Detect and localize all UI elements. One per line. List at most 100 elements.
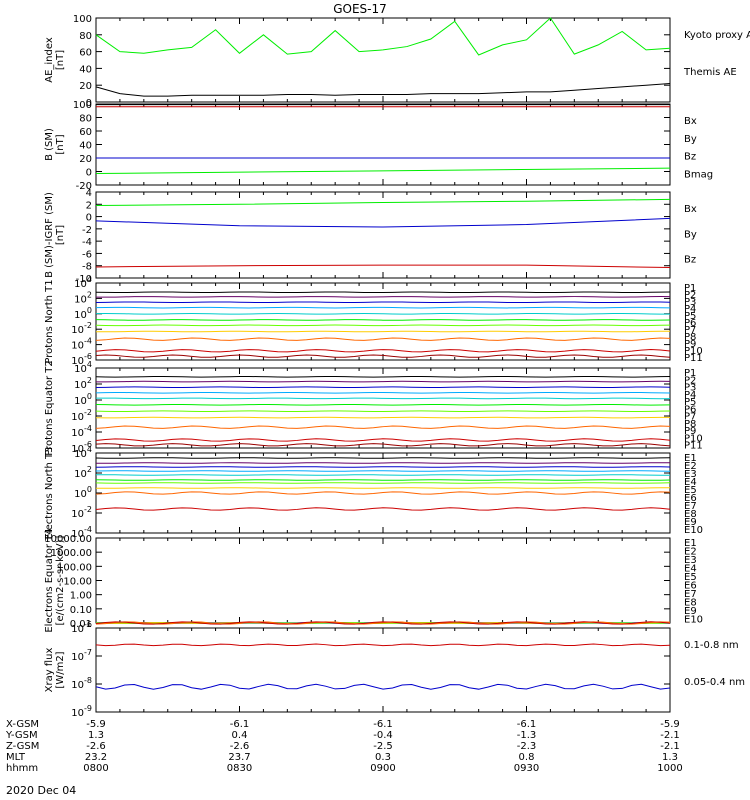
legend-label: P8 (684, 419, 696, 430)
legend-label: P5 (684, 397, 696, 408)
ephemeris-value: 0.3 (375, 752, 391, 763)
y-tick-label: 100 (74, 392, 92, 407)
y-tick-label: 10-9 (71, 704, 92, 719)
ephemeris-value: -5.9 (86, 719, 106, 730)
ephemeris-value: 1000 (657, 763, 682, 774)
y-tick-label: 10-2 (71, 321, 92, 336)
legend-label: P7 (684, 325, 696, 336)
series-line (95, 83, 671, 97)
legend-label: P6 (684, 318, 696, 329)
legend-label: P9 (684, 426, 696, 437)
series-line (95, 621, 671, 625)
y-tick-label: 10-4 (71, 424, 92, 439)
series-line (95, 217, 671, 228)
legend-label: P11 (684, 441, 703, 452)
legend-label: P6 (684, 404, 696, 415)
y-tick-label: 102 (74, 376, 92, 391)
y-tick-label: 0.01 (70, 619, 92, 630)
y-axis-unit: [nT] (55, 50, 66, 70)
ephemeris-row-label: Z-GSM (6, 741, 39, 752)
series-line (95, 17, 671, 56)
panel-frame-5 (95, 367, 671, 449)
series-line (95, 330, 671, 333)
y-tick-label: 0 (86, 168, 92, 179)
ephemeris-row-label: Y-GSM (5, 730, 38, 741)
series-line (95, 301, 671, 304)
series-line (95, 404, 671, 406)
series-line (95, 487, 671, 489)
ephemeris-value: -6.1 (230, 719, 250, 730)
legend-label: E5 (684, 485, 697, 496)
ephemeris-value: -2.1 (660, 730, 680, 741)
series-line (95, 337, 671, 341)
legend-label: P5 (684, 311, 696, 322)
legend-label: Bmag (684, 169, 713, 180)
y-tick-label: 100 (73, 14, 92, 25)
legend-label: P4 (684, 390, 696, 401)
y-axis-label: B (SM) (44, 128, 55, 161)
ephemeris-value: 23.2 (85, 752, 107, 763)
legend-label: E6 (684, 493, 697, 504)
y-tick-label: 1000.00 (51, 548, 92, 559)
y-axis-unit: [nT] (55, 225, 66, 245)
series-line (95, 474, 671, 476)
legend-label: E6 (684, 581, 697, 592)
y-tick-label: 20 (79, 81, 92, 92)
y-tick-label: 10000.00 (44, 534, 92, 545)
ephemeris-value: 1.3 (662, 752, 678, 763)
legend-label: P1 (684, 283, 696, 294)
y-axis-label: Electrons Equator T4 (44, 528, 55, 632)
y-tick-label: 100.00 (57, 562, 92, 573)
legend-label: P7 (684, 412, 696, 423)
legend-label: E10 (684, 615, 703, 626)
legend-label: P11 (684, 353, 703, 364)
ephemeris-value: -2.1 (660, 741, 680, 752)
y-tick-label: 80 (79, 31, 92, 42)
y-tick-label: 0 (86, 213, 92, 224)
legend-label: E9 (684, 517, 697, 528)
ephemeris-row-label: X-GSM (6, 719, 39, 730)
series-line (95, 425, 671, 429)
series-line (95, 319, 671, 321)
legend-label: E2 (684, 547, 697, 558)
y-tick-label: 4 (86, 188, 92, 199)
y-axis-unit: [W/m2] (55, 651, 66, 688)
legend-label: P4 (684, 304, 696, 315)
legend-label: E3 (684, 469, 697, 480)
y-tick-label: 10-2 (71, 505, 92, 520)
ephemeris-value: -6.1 (517, 719, 537, 730)
legend-label: Bz (684, 152, 696, 163)
y-tick-label: 60 (79, 48, 92, 59)
legend-label: Kyoto proxy AE (684, 30, 750, 41)
series-line (95, 462, 671, 464)
legend-label: Bz (684, 255, 696, 266)
y-tick-label: -10 (76, 274, 92, 285)
legend-label: E8 (684, 598, 697, 609)
y-tick-label: 1.00 (70, 591, 92, 602)
series-line (95, 296, 671, 298)
y-tick-label: 102 (74, 290, 92, 305)
legend-label: By (684, 134, 697, 145)
ephemeris-value: 0.8 (519, 752, 535, 763)
ephemeris-row-label: hhmm (6, 763, 38, 774)
y-tick-label: -20 (76, 181, 92, 192)
series-line (95, 306, 671, 309)
y-tick-label: 10-8 (71, 676, 92, 691)
y-tick-label: 100 (74, 485, 92, 500)
legend-label: E1 (684, 538, 697, 549)
series-line (95, 198, 671, 207)
y-tick-label: 10.00 (63, 577, 92, 588)
legend-label: P3 (684, 297, 696, 308)
ephemeris-value: 0.4 (232, 730, 248, 741)
y-tick-label: 102 (74, 465, 92, 480)
y-tick-label: 40 (79, 141, 92, 152)
y-axis-unit: [e/(cm2-s-sr-keV)] (55, 535, 66, 625)
ephemeris-value: 23.7 (228, 752, 250, 763)
legend-label: E3 (684, 555, 697, 566)
y-axis-label: B (SM)-IGRF (SM) (44, 192, 55, 278)
legend-label: E8 (684, 509, 697, 520)
series-line (95, 380, 671, 383)
panel-frame-7 (95, 537, 671, 624)
